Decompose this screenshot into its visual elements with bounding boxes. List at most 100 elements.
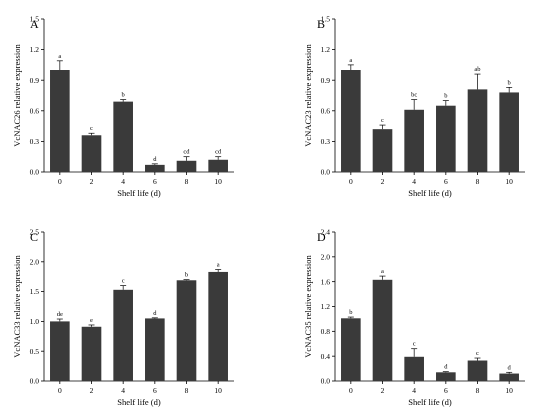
chart-panel-c: 0.0 0.5 1.0 1.5 2.0 2.5 de 0 e 2 c 4 d 6 b 8 a 10 Shelf li… — [12, 228, 234, 407]
y-axis-title: VcNAC35 relative expression — [303, 255, 313, 358]
x-axis-title: Shelf life (d) — [117, 188, 161, 198]
x-tick-label: 10 — [505, 386, 513, 395]
bar — [81, 326, 102, 381]
x-tick-label: 0 — [58, 386, 62, 395]
x-tick-label: 4 — [412, 177, 416, 186]
y-tick-label: 0.8 — [321, 327, 331, 336]
x-tick-label: 0 — [58, 177, 62, 186]
significance-letter: b — [185, 272, 188, 279]
x-tick-label: 6 — [444, 386, 448, 395]
chart-panel-a: 0.0 0.3 0.6 0.9 1.2 1.5 a 0 c 2 b 4 d 6 cd 8 cd 10 Shelf l… — [12, 15, 234, 198]
bar — [499, 373, 519, 381]
x-tick-label: 2 — [90, 177, 94, 186]
significance-letter: d — [508, 364, 512, 371]
significance-letter: a — [349, 57, 352, 64]
y-tick-label: 0.6 — [321, 106, 331, 115]
significance-letter: b — [349, 309, 352, 316]
significance-letter: c — [381, 117, 384, 124]
x-tick-label: 2 — [90, 386, 94, 395]
x-tick-label: 6 — [153, 177, 157, 186]
chart-panel-d: 0.0 0.4 0.8 1.2 1.6 2.0 2.4 b 0 a 2 c 4 d 6 c 8 d 10 Shelf … — [303, 228, 525, 407]
y-tick-label: 0.9 — [321, 76, 331, 85]
x-tick-label: 0 — [349, 177, 353, 186]
y-tick-label: 2.5 — [30, 228, 40, 237]
x-tick-label: 8 — [476, 386, 480, 395]
y-tick-label: 0.3 — [30, 137, 40, 146]
significance-letter: e — [90, 317, 93, 324]
bar — [436, 105, 456, 172]
significance-letter: b — [122, 92, 125, 99]
bar — [341, 318, 361, 381]
x-tick-label: 8 — [185, 177, 189, 186]
y-tick-label: 0.5 — [30, 347, 40, 356]
x-tick-label: 4 — [121, 177, 125, 186]
x-axis-title: Shelf life (d) — [117, 397, 161, 407]
bar — [404, 109, 424, 172]
significance-letter: a — [58, 53, 61, 60]
x-axis-title: Shelf life (d) — [408, 188, 452, 198]
bar — [113, 289, 133, 381]
significance-letter: b — [508, 79, 511, 86]
panel-letter: A — [30, 17, 39, 31]
y-axis-title: VcNAC26 relative expression — [12, 44, 22, 147]
bar — [145, 164, 165, 172]
significance-letter: c — [476, 350, 479, 357]
x-tick-label: 4 — [412, 386, 416, 395]
significance-letter: a — [381, 268, 384, 275]
bar — [176, 280, 197, 381]
significance-letter: d — [153, 156, 157, 163]
x-tick-label: 8 — [185, 386, 189, 395]
y-tick-label: 1.5 — [321, 15, 331, 24]
panel-letter: C — [30, 230, 38, 244]
chart-panel-b: 0.0 0.3 0.6 0.9 1.2 1.5 a 0 c 2 bc 4 b 6 ab 8 b 10 Shelf l… — [303, 15, 525, 198]
x-tick-label: 4 — [121, 386, 125, 395]
y-tick-label: 2.0 — [30, 257, 40, 266]
y-tick-label: 0.6 — [30, 106, 40, 115]
significance-letter: cd — [183, 149, 190, 156]
y-tick-label: 2.0 — [321, 252, 331, 261]
bar — [176, 160, 197, 172]
bar — [372, 279, 393, 381]
x-tick-label: 6 — [444, 177, 448, 186]
x-tick-label: 6 — [153, 386, 157, 395]
y-tick-label: 0.4 — [321, 352, 331, 361]
significance-letter: c — [122, 278, 125, 285]
y-tick-label: 1.2 — [321, 45, 331, 54]
bar — [50, 70, 70, 172]
x-axis-title: Shelf life (d) — [408, 397, 452, 407]
y-tick-label: 1.5 — [30, 287, 40, 296]
x-tick-label: 10 — [214, 386, 222, 395]
bar — [341, 70, 361, 172]
bar — [467, 89, 488, 172]
y-tick-label: 0.0 — [30, 377, 40, 386]
y-axis-title: VcNAC23 relative expression — [303, 44, 313, 147]
panel-letter: B — [317, 17, 325, 31]
y-tick-label: 1.5 — [30, 15, 40, 24]
significance-letter: cd — [215, 149, 222, 156]
x-tick-label: 0 — [349, 386, 353, 395]
significance-letter: c — [90, 125, 93, 132]
y-tick-label: 2.4 — [321, 228, 331, 237]
significance-letter: ab — [474, 66, 480, 73]
y-tick-label: 1.6 — [321, 277, 331, 286]
significance-letter: c — [413, 341, 416, 348]
panel-letter: D — [317, 230, 326, 244]
x-tick-label: 2 — [381, 386, 385, 395]
y-tick-label: 0.0 — [30, 168, 40, 177]
y-tick-label: 0.0 — [321, 377, 331, 386]
significance-letter: b — [444, 93, 447, 100]
y-tick-label: 0.0 — [321, 168, 331, 177]
bar — [208, 159, 228, 172]
significance-letter: bc — [411, 92, 417, 99]
y-tick-label: 1.2 — [321, 302, 331, 311]
bar — [208, 271, 228, 381]
significance-letter: d — [153, 310, 157, 317]
y-axis-title: VcNAC33 relative expression — [12, 255, 22, 358]
x-tick-label: 8 — [476, 177, 480, 186]
bar — [436, 372, 456, 381]
significance-letter: de — [57, 311, 63, 318]
y-tick-label: 1.0 — [30, 317, 40, 326]
bar — [113, 101, 133, 172]
x-tick-label: 2 — [381, 177, 385, 186]
